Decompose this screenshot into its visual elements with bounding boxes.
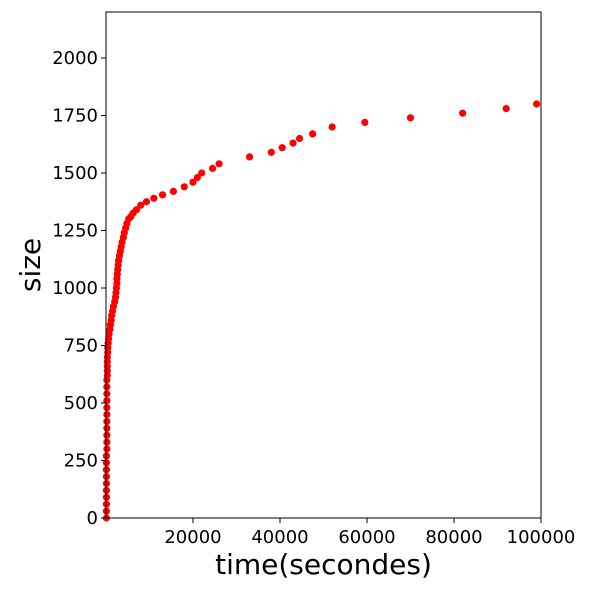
data-point <box>103 390 111 398</box>
data-point <box>245 153 254 161</box>
data-point <box>328 123 336 131</box>
data-point <box>189 178 197 186</box>
plot-area <box>102 100 541 522</box>
data-point <box>103 404 111 412</box>
data-point <box>103 410 111 419</box>
y-tick-label: 1750 <box>52 106 98 127</box>
y-tick-label: 750 <box>64 336 98 357</box>
x-axis: 20000 40000 60000 80000 100000 <box>164 518 575 548</box>
data-point <box>198 169 206 177</box>
data-point <box>289 139 297 147</box>
plot-frame <box>105 11 542 519</box>
data-point <box>208 164 217 172</box>
data-point <box>267 148 275 156</box>
data-point <box>193 174 201 182</box>
data-point <box>103 417 111 425</box>
x-tick-label: 60000 <box>338 527 395 548</box>
data-point <box>278 144 286 152</box>
data-point <box>137 201 145 209</box>
data-point <box>180 183 188 191</box>
data-point <box>103 445 111 453</box>
data-point <box>502 105 510 113</box>
data-point <box>406 114 415 122</box>
data-point <box>215 160 223 168</box>
y-tick-label: 0 <box>87 508 98 529</box>
y-axis: 0 250 500 750 1000 1250 1500 1750 2000 <box>52 48 106 529</box>
x-tick-label: 40000 <box>251 527 308 548</box>
x-axis-title: time(secondes) <box>215 548 432 581</box>
data-point <box>132 206 141 214</box>
x-tick-label: 20000 <box>164 527 221 548</box>
y-tick-label: 1500 <box>52 163 98 184</box>
data-point <box>158 191 167 199</box>
data-point <box>361 118 369 126</box>
y-axis-title: size <box>14 238 47 292</box>
y-tick-label: 500 <box>64 393 98 414</box>
data-point <box>103 424 111 432</box>
y-tick-label: 1250 <box>52 221 98 242</box>
data-point <box>459 109 467 117</box>
x-tick-label: 80000 <box>425 527 482 548</box>
x-tick-label: 100000 <box>507 527 576 548</box>
data-point <box>295 134 304 143</box>
data-point <box>309 130 317 138</box>
y-tick-label: 1000 <box>52 278 98 299</box>
data-point <box>103 383 111 391</box>
data-point <box>169 187 178 195</box>
data-point <box>533 100 541 108</box>
data-point <box>103 438 111 446</box>
y-tick-label: 250 <box>64 451 98 472</box>
data-point <box>150 194 158 202</box>
y-tick-label: 2000 <box>52 48 98 69</box>
data-point <box>142 198 151 206</box>
data-point <box>103 431 111 439</box>
